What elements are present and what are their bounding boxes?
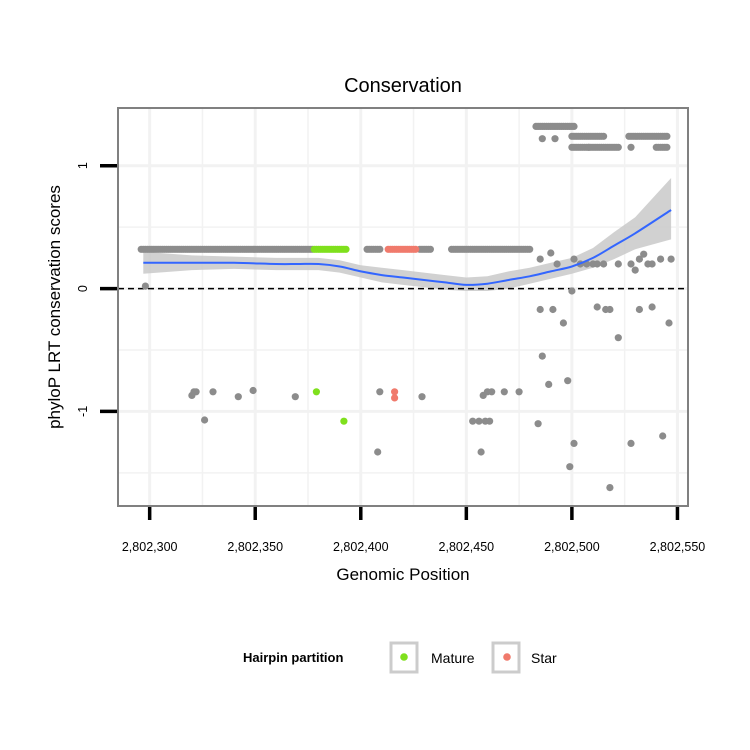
legend-dot-star — [503, 653, 511, 661]
data-point-other — [570, 122, 578, 130]
data-point-other — [635, 305, 644, 314]
data-point-other — [234, 393, 242, 401]
x-tick-label: 2,802,450 — [439, 540, 495, 554]
y-tick-label: -1 — [76, 406, 90, 417]
data-point-other — [648, 303, 656, 311]
data-point-other — [640, 250, 648, 258]
y-axis-title: phyloP LRT conservation scores — [45, 185, 64, 429]
data-point-mature — [340, 417, 348, 425]
data-point-other — [568, 287, 576, 295]
x-tick-label: 2,802,400 — [333, 540, 389, 554]
data-point-other — [249, 386, 257, 395]
data-point-other — [614, 260, 622, 268]
x-axis: 2,802,300 2,802,350 2,802,400 2,802,450 2,80… — [122, 507, 705, 554]
data-point-other — [209, 388, 217, 396]
data-point-other — [141, 282, 149, 290]
data-point-other — [559, 319, 568, 327]
data-point-other — [570, 255, 578, 263]
y-tick-label: 0 — [76, 285, 90, 292]
data-point-other — [426, 245, 434, 253]
data-point-other — [536, 305, 544, 314]
data-point-other — [486, 417, 494, 425]
data-point-other — [538, 135, 546, 143]
data-point-other — [374, 448, 382, 456]
data-point-other — [515, 388, 523, 396]
data-point-other — [665, 319, 673, 327]
data-point-other — [566, 463, 574, 471]
legend-label-star: Star — [531, 650, 557, 666]
chart-title: Conservation — [344, 75, 462, 97]
data-point-star — [412, 245, 420, 253]
data-point-other — [570, 439, 578, 447]
data-point-star — [391, 394, 399, 402]
data-point-other — [291, 393, 299, 401]
x-axis-title: Genomic Position — [336, 565, 469, 584]
plot-panel — [117, 107, 689, 507]
data-point-other — [534, 420, 542, 428]
data-point-other — [538, 352, 546, 360]
data-points — [137, 122, 675, 492]
data-point-other — [376, 388, 384, 396]
data-point-other — [477, 448, 485, 456]
data-point-other — [585, 143, 593, 151]
data-point-other — [663, 143, 671, 151]
data-point-other — [600, 132, 608, 140]
data-point-other — [500, 388, 508, 396]
data-point-other — [545, 380, 553, 388]
x-tick-label: 2,802,500 — [544, 540, 600, 554]
smooth-trend-line — [143, 209, 672, 286]
x-tick-label: 2,802,300 — [122, 540, 178, 554]
data-point-other — [418, 393, 426, 401]
data-point-other — [526, 245, 534, 253]
data-point-other — [631, 266, 639, 274]
x-tick-label: 2,802,550 — [650, 540, 706, 554]
data-point-other — [627, 260, 635, 268]
data-point-other — [469, 417, 477, 425]
data-point-other — [606, 305, 614, 314]
data-point-other — [667, 255, 675, 263]
data-point-other — [627, 143, 635, 151]
data-point-other — [635, 255, 644, 263]
panel-background — [118, 108, 688, 506]
data-point-other — [600, 260, 608, 268]
data-point-other — [488, 388, 496, 396]
data-point-other — [657, 255, 665, 263]
data-point-other — [201, 416, 209, 424]
x-tick-label: 2,802,350 — [227, 540, 283, 554]
data-point-other — [614, 143, 622, 151]
data-point-other — [593, 260, 601, 268]
data-point-other — [475, 417, 483, 425]
data-point-other — [648, 260, 656, 268]
data-point-other — [547, 249, 555, 257]
data-point-other — [659, 432, 667, 440]
data-point-other — [663, 132, 671, 140]
legend: Hairpin partition Mature Star — [243, 641, 557, 674]
legend-label-mature: Mature — [431, 650, 475, 666]
y-axis: -1 0 1 — [76, 162, 117, 417]
data-point-other — [549, 305, 557, 314]
y-tick-label: 1 — [76, 162, 90, 169]
data-point-star — [391, 388, 399, 396]
data-point-other — [606, 484, 614, 492]
data-point-other — [553, 260, 561, 268]
data-point-other — [376, 245, 384, 253]
data-point-other — [627, 439, 635, 447]
panel-border — [117, 107, 689, 507]
data-point-other — [551, 135, 559, 143]
data-point-other — [614, 334, 622, 342]
data-point-other — [536, 255, 544, 263]
data-point-other — [564, 377, 572, 385]
data-point-other — [192, 388, 200, 396]
data-point-other — [593, 303, 601, 311]
data-point-mature — [312, 388, 320, 396]
data-point-mature — [342, 245, 350, 253]
legend-dot-mature — [400, 653, 408, 661]
legend-title: Hairpin partition — [243, 650, 343, 665]
smooth-confidence-band — [143, 178, 672, 291]
